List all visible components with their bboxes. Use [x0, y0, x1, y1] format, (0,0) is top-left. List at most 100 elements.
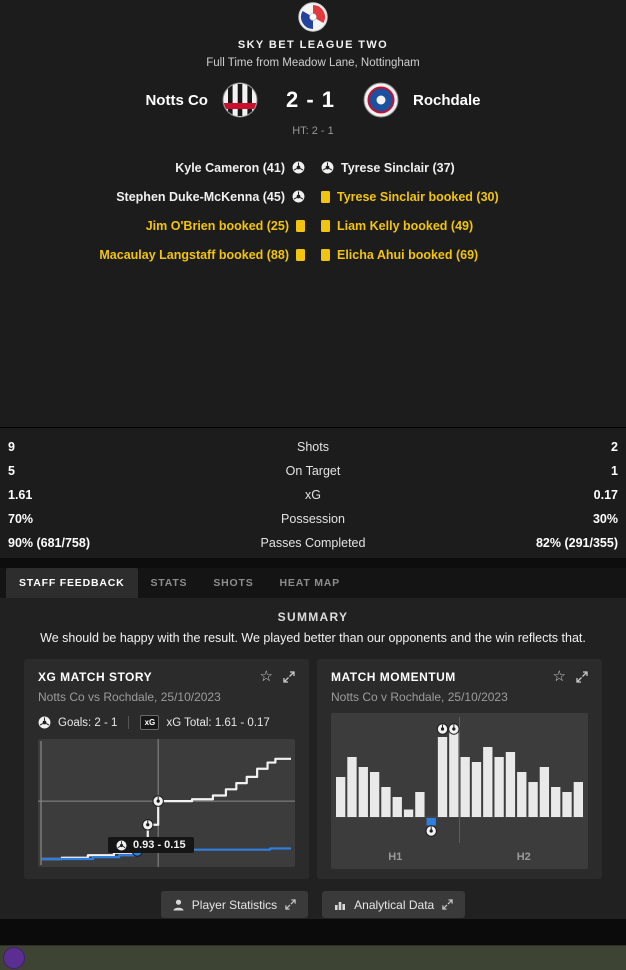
xg-icon-text: xG [144, 718, 156, 727]
match-momentum-card: MATCH MOMENTUM ☆ Notts Co v Rochdale, 25… [317, 659, 602, 879]
event-text: Tyrese Sinclair (37) [341, 160, 455, 175]
away-events: Tyrese Sinclair (37) Tyrese Sinclair book… [321, 153, 618, 269]
taskbar [0, 945, 626, 970]
stats-rows: 9 Shots 2 5 On Target 1 1.61 xG 0.17 70% Possessio… [0, 435, 626, 555]
momentum-chart-svg [335, 717, 584, 843]
stat-label: Shots [297, 440, 329, 454]
home-event-row[interactable]: Macaulay Langstaff booked (88) [99, 240, 305, 269]
home-team-name[interactable]: Notts Co [145, 91, 208, 109]
yellow-card-icon [296, 219, 305, 232]
event-text: Tyrese Sinclair booked (30) [337, 189, 499, 204]
tab-bar: STAFF FEEDBACK STATS SHOTS HEAT MAP [0, 568, 626, 598]
tab-staff-feedback[interactable]: STAFF FEEDBACK [6, 568, 138, 598]
stat-row: 5 On Target 1 [0, 459, 626, 483]
goal-ball-icon [292, 161, 305, 174]
home-event-row[interactable]: Kyle Cameron (41) [175, 153, 305, 182]
yellow-card-icon [296, 248, 305, 261]
tab-stats[interactable]: STATS [150, 577, 188, 589]
tab-shots[interactable]: SHOTS [213, 577, 254, 589]
away-event-row[interactable]: Tyrese Sinclair (37) [321, 153, 455, 182]
stat-label: Passes Completed [260, 536, 366, 550]
momentum-chart[interactable]: H1 H2 [331, 713, 588, 869]
stat-away-value: 30% [592, 512, 618, 526]
analytical-data-button[interactable]: Analytical Data [322, 891, 466, 918]
expand-icon[interactable] [283, 671, 295, 683]
fm-logo[interactable] [3, 947, 25, 969]
xg-total-label: xG Total: 1.61 - 0.17 [166, 716, 270, 729]
away-event-row[interactable]: Elicha Ahui booked (69) [321, 240, 478, 269]
stat-row: 1.61 xG 0.17 [0, 483, 626, 507]
event-text: Stephen Duke-McKenna (45) [116, 189, 285, 204]
away-event-row[interactable]: Liam Kelly booked (49) [321, 211, 473, 240]
player-statistics-button[interactable]: Player Statistics [160, 891, 309, 918]
expand-icon [442, 899, 453, 910]
goal-ball-icon [292, 190, 305, 203]
summary-text: We should be happy with the result. We p… [40, 631, 586, 645]
goal-ball-icon [321, 161, 334, 174]
bottom-gap [0, 919, 626, 945]
event-text: Kyle Cameron (41) [175, 160, 285, 175]
stat-away-value: 0.17 [593, 488, 618, 502]
cards-row: XG MATCH STORY ☆ Notts Co vs Rochdale, 2… [24, 659, 602, 879]
stat-row: 9 Shots 2 [0, 435, 626, 459]
staff-feedback-panel: SUMMARY We should be happy with the resu… [0, 598, 626, 919]
half-labels: H1 H2 [331, 851, 588, 863]
competition-name: SKY BET LEAGUE TWO [237, 39, 389, 51]
expand-icon[interactable] [576, 671, 588, 683]
stat-home-value: 70% [8, 512, 34, 526]
bar-chart-icon [334, 899, 346, 911]
stat-home-value: 9 [8, 440, 15, 454]
xg-card-header: XG MATCH STORY ☆ [38, 669, 295, 685]
home-team-badge[interactable] [222, 82, 258, 118]
home-events: Kyle Cameron (41) Stephen Duke-McKenna (4… [8, 153, 305, 269]
match-header-panel: SKY BET LEAGUE TWO Full Time from Meadow… [0, 0, 626, 428]
player-statistics-label: Player Statistics [191, 897, 278, 912]
stat-home-value: 5 [8, 464, 15, 478]
xg-tooltip-text: 0.93 - 0.15 [133, 839, 186, 851]
xg-tooltip: 0.93 - 0.15 [108, 837, 194, 853]
panel-divider [0, 558, 626, 568]
expand-icon [285, 899, 296, 910]
h2-label: H2 [516, 851, 531, 863]
home-event-row[interactable]: Jim O'Brien booked (25) [146, 211, 305, 240]
momentum-card-header: MATCH MOMENTUM ☆ [331, 669, 588, 685]
event-text: Macaulay Langstaff booked (88) [99, 247, 289, 262]
event-text: Jim O'Brien booked (25) [145, 218, 289, 233]
events-grid: Kyle Cameron (41) Stephen Duke-McKenna (4… [0, 153, 626, 269]
event-text: Liam Kelly booked (49) [337, 218, 474, 233]
xg-legend: Goals: 2 - 1 xG xG Total: 1.61 - 0.17 [38, 714, 295, 731]
xg-card-subtitle: Notts Co vs Rochdale, 25/10/2023 [38, 690, 221, 704]
momentum-card-title: MATCH MOMENTUM [331, 670, 456, 684]
stat-away-value: 82% (291/355) [535, 536, 618, 550]
event-text: Elicha Ahui booked (69) [337, 247, 479, 262]
half-time-score: HT: 2 - 1 [292, 125, 334, 137]
momentum-card-subtitle: Notts Co v Rochdale, 25/10/2023 [331, 690, 508, 704]
stat-row: 70% Possession 30% [0, 507, 626, 531]
stat-label: On Target [285, 464, 341, 478]
away-team-badge[interactable] [363, 82, 399, 118]
stat-away-value: 2 [611, 440, 618, 454]
xg-match-story-card: XG MATCH STORY ☆ Notts Co vs Rochdale, 2… [24, 659, 309, 879]
goals-total-label: Goals: 2 - 1 [58, 716, 118, 729]
yellow-card-icon [321, 248, 330, 261]
away-event-row[interactable]: Tyrese Sinclair booked (30) [321, 182, 499, 211]
tab-heat-map[interactable]: HEAT MAP [279, 577, 340, 589]
xg-icon: xG [140, 715, 160, 730]
favorite-star-icon[interactable]: ☆ [552, 668, 566, 685]
competition-badge-icon [298, 2, 328, 32]
h1-label: H1 [388, 851, 403, 863]
stat-label: xG [305, 488, 321, 502]
favorite-star-icon[interactable]: ☆ [259, 668, 273, 685]
yellow-card-icon [321, 190, 330, 203]
summary-title: SUMMARY [277, 610, 349, 624]
match-status-line: Full Time from Meadow Lane, Nottingham [206, 57, 420, 69]
stat-label: Possession [281, 512, 345, 526]
full-time-score: 2 - 1 [285, 87, 335, 112]
match-stats-panel: 9 Shots 2 5 On Target 1 1.61 xG 0.17 70% Possessio… [0, 428, 626, 558]
score-row: Notts Co 2 - 1 [0, 82, 626, 118]
xg-chart[interactable]: 0.93 - 0.15 [38, 739, 295, 867]
away-team-name[interactable]: Rochdale [413, 91, 481, 109]
competition-badge [0, 0, 626, 32]
home-event-row[interactable]: Stephen Duke-McKenna (45) [116, 182, 305, 211]
goal-ball-icon [116, 839, 127, 851]
